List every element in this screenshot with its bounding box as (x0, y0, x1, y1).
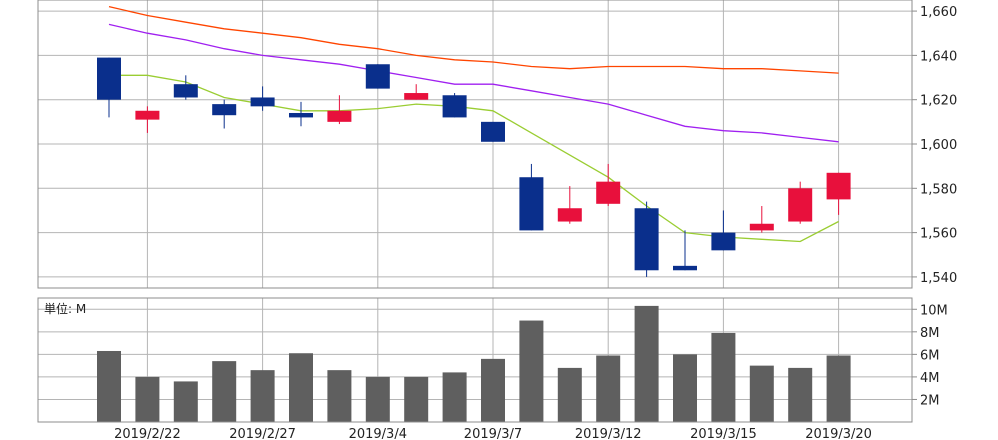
volume-bar (289, 353, 313, 422)
candle (289, 101, 313, 127)
volume-bar (634, 305, 659, 422)
volume-bar (250, 370, 275, 422)
volume-frame (37, 297, 913, 423)
price-frame (37, 0, 913, 289)
moving-average-lines (108, 5, 839, 243)
ma-long-line (108, 5, 839, 74)
volume-bar (97, 350, 121, 422)
candle (481, 121, 505, 142)
date-tick-label: 2019/2/22 (114, 427, 181, 440)
candle (442, 93, 467, 118)
date-tick-label: 2019/3/12 (575, 427, 642, 440)
candle-body (711, 232, 736, 251)
candle-body (365, 64, 390, 89)
candle-body (404, 93, 429, 100)
candlesticks (97, 57, 851, 277)
volume-grid (38, 298, 917, 422)
candle (711, 210, 736, 251)
volume-tick-label: 6M (920, 348, 940, 363)
candle-body (557, 208, 582, 222)
price-tick-label: 1,660 (920, 5, 957, 20)
axis-labels: 1,540 1,560 1,580 1,600 1,620 1,640 1,660 2019/… (44, 5, 957, 440)
candle-body (173, 84, 198, 98)
volume-bar (404, 376, 429, 422)
candle-body (519, 177, 544, 231)
date-tick-label: 2019/2/27 (229, 427, 296, 440)
volume-bar (135, 376, 160, 422)
candle (365, 64, 390, 89)
volume-tick-label: 8M (920, 326, 940, 341)
candle (97, 57, 121, 118)
ma-mid-line (108, 23, 839, 143)
candle (173, 75, 198, 100)
volume-unit-label: 単位: M (44, 301, 86, 316)
volume-tick-label: 2M (920, 393, 940, 408)
candle (135, 106, 160, 133)
candle (826, 172, 851, 215)
candle-body (596, 181, 621, 204)
price-tick-label: 1,540 (920, 271, 957, 286)
chart-frames (37, 0, 913, 423)
candle (404, 84, 429, 100)
candle-body (250, 97, 275, 107)
price-tick-label: 1,640 (920, 49, 957, 64)
volume-bar (749, 365, 774, 422)
candle (212, 99, 237, 129)
volume-tick-label: 10M (920, 303, 948, 318)
volume-bar (673, 354, 697, 422)
volume-bar (212, 361, 237, 422)
volume-bar (173, 381, 198, 422)
date-tick-label: 2019/3/20 (805, 427, 872, 440)
volume-bar (711, 332, 736, 422)
price-grid (38, 0, 917, 288)
candle-body (442, 95, 467, 118)
candle (327, 95, 352, 125)
volume-bar (481, 358, 505, 422)
volume-bar (442, 372, 467, 422)
volume-bar (788, 367, 813, 422)
candle-body (135, 110, 160, 120)
candle (788, 181, 813, 224)
price-tick-label: 1,620 (920, 94, 957, 109)
candle (673, 230, 697, 271)
date-tick-label: 2019/3/15 (690, 427, 757, 440)
volume-bars (97, 305, 851, 422)
volume-bar (327, 370, 352, 422)
candle-body (289, 112, 313, 118)
candle-body (749, 223, 774, 231)
candle-body (788, 188, 813, 222)
candle (749, 206, 774, 233)
volume-bar (596, 355, 621, 422)
price-tick-label: 1,580 (920, 182, 957, 197)
candle-body (634, 208, 659, 271)
date-tick-label: 2019/3/4 (349, 427, 407, 440)
candle-body (97, 57, 121, 100)
date-tick-label: 2019/3/7 (464, 427, 522, 440)
ma-short-line (109, 74, 839, 243)
price-tick-label: 1,600 (920, 138, 957, 153)
candle (519, 163, 544, 231)
candle-body (673, 265, 697, 271)
candle (596, 163, 621, 207)
price-tick-label: 1,560 (920, 227, 957, 242)
candle (557, 186, 582, 224)
volume-tick-label: 4M (920, 371, 940, 386)
volume-bar (365, 376, 390, 422)
candle (634, 201, 659, 277)
candle-body (327, 110, 352, 122)
candle-body (212, 104, 237, 116)
volume-bar (826, 355, 851, 422)
candle-body (481, 121, 505, 142)
candle-body (826, 172, 851, 200)
candle (250, 86, 275, 111)
volume-bar (519, 320, 544, 422)
volume-bar (557, 367, 582, 422)
